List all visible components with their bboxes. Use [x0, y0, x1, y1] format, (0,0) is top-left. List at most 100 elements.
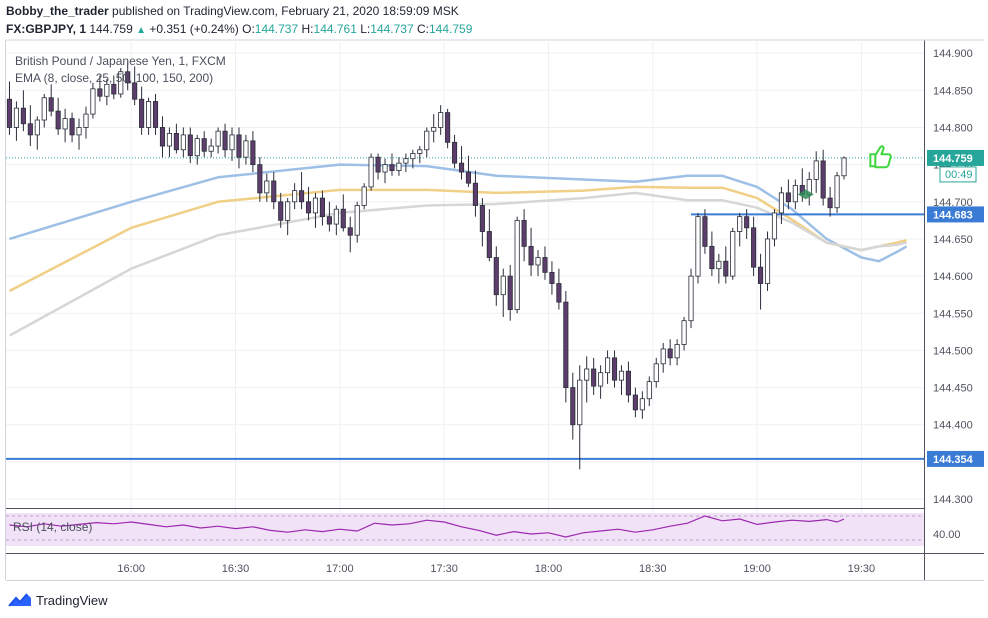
y-tick-label: 144.800: [933, 122, 973, 134]
candle-body: [646, 381, 652, 400]
candle-body: [264, 180, 270, 194]
candle-body: [764, 238, 771, 284]
candle-body: [34, 119, 40, 136]
candle-body: [792, 185, 798, 203]
candle-body: [445, 112, 451, 143]
candle-body: [90, 88, 96, 115]
candle-body: [639, 398, 645, 411]
candle-body: [347, 227, 353, 236]
candle-body: [20, 107, 26, 125]
candle-body: [758, 266, 764, 284]
candle-body: [208, 145, 214, 152]
candle-body: [257, 164, 263, 194]
candle-body: [139, 98, 145, 128]
symbol-legend: British Pound / Japanese Yen, 1, FXCM: [15, 54, 226, 68]
candle-body: [778, 192, 784, 214]
high-label: H:: [301, 22, 314, 36]
published-info: published on TradingView.com, February 2…: [112, 4, 459, 18]
y-tick-label: 144.300: [933, 494, 973, 506]
candle-body: [695, 216, 701, 277]
ema-lines: [8, 163, 908, 337]
candle-body: [27, 123, 33, 136]
candle-body: [55, 110, 61, 130]
last-price: 144.759: [89, 22, 133, 36]
candle-body: [410, 153, 416, 160]
tradingview-brand[interactable]: TradingView: [8, 592, 108, 608]
candle-body: [716, 260, 722, 270]
candle-body: [111, 83, 117, 95]
x-tick-label: 17:30: [430, 563, 458, 575]
candle-body: [521, 219, 527, 247]
candle-body: [299, 190, 305, 203]
low-value: 144.737: [370, 22, 414, 36]
x-tick-label: 16:30: [222, 563, 250, 575]
candle-body: [535, 257, 541, 266]
price-labels: 144.759 00:49 144.683 144.354: [869, 145, 984, 467]
x-tick-label: 19:30: [848, 563, 876, 575]
thumbs-up-icon: [869, 145, 892, 169]
candle-body: [438, 112, 444, 128]
candle-body: [382, 164, 388, 173]
candle-body: [458, 162, 465, 173]
candle-body: [396, 162, 402, 171]
candle-body: [611, 357, 618, 381]
y-tick-label: 144.850: [933, 85, 973, 97]
candle-body: [187, 134, 193, 157]
current-price-label-bg: [927, 149, 984, 166]
y-tick-label: 144.700: [933, 197, 973, 209]
author-name[interactable]: Bobby_the_trader: [6, 4, 109, 18]
candle-body: [152, 101, 159, 128]
candle-body: [417, 149, 423, 154]
candle-body: [751, 227, 757, 268]
up-triangle-icon: ▲: [136, 25, 147, 36]
candle-body: [486, 231, 492, 258]
candle-body: [389, 164, 395, 171]
y-tick-label: 144.600: [933, 271, 973, 283]
candle-body: [431, 127, 437, 132]
countdown-bg: [939, 166, 977, 183]
candle-body: [6, 98, 13, 128]
x-tick-label: 18:30: [639, 563, 667, 575]
y-tick-label: 144.500: [933, 345, 973, 357]
candle-body: [744, 216, 750, 229]
candle-body: [605, 357, 611, 374]
candle-body: [250, 140, 256, 166]
candle-body: [667, 348, 673, 359]
x-tick-label: 18:00: [535, 563, 563, 575]
x-tick-label: 19:00: [743, 563, 771, 575]
candle-body: [709, 245, 715, 270]
rsi-pane: [6, 515, 924, 541]
candle-body: [584, 368, 590, 381]
horizontal-levels: [6, 157, 924, 460]
candle-body: [361, 186, 367, 206]
candle-body: [243, 140, 249, 158]
candle-body: [13, 107, 19, 128]
candle-body: [771, 212, 778, 240]
grid: [6, 42, 924, 546]
candle-body: [215, 130, 221, 147]
candle-body: [132, 82, 138, 100]
candle-body: [493, 257, 499, 296]
candle-body: [688, 275, 694, 322]
tradingview-logo-icon: [8, 593, 31, 607]
candle-body: [97, 88, 103, 97]
level-label-upper: 144.683: [933, 209, 973, 221]
x-tick-label: 17:00: [326, 563, 354, 575]
candle-body: [514, 219, 520, 310]
candle-body: [702, 216, 708, 247]
high-value: 144.761: [313, 22, 357, 36]
candle-body: [500, 275, 506, 296]
candle-body: [83, 113, 89, 128]
candle-body: [653, 363, 659, 383]
candle-body: [354, 205, 360, 236]
ema-line: [8, 191, 907, 337]
y-tick-label: 144.450: [933, 383, 973, 395]
candle-body: [730, 231, 736, 277]
thumbs-up-hand: [874, 145, 892, 169]
candle-body: [312, 197, 319, 214]
current-price-label: 144.759: [933, 153, 973, 165]
candle-body: [305, 201, 312, 214]
candle-body: [48, 97, 54, 112]
candle-body: [570, 387, 576, 426]
